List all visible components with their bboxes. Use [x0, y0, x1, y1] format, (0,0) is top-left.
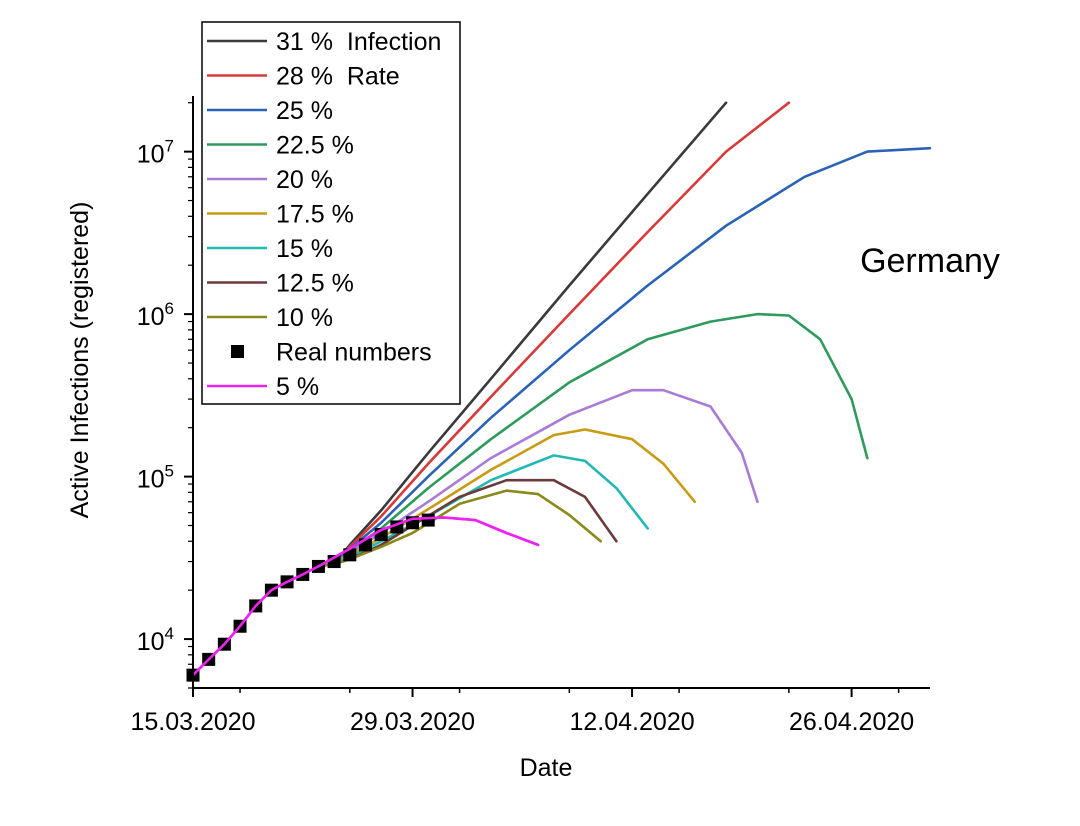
x-tick-label: 12.04.2020: [570, 708, 695, 736]
y-tick-label: 106: [137, 299, 174, 331]
data-point: [421, 513, 435, 527]
y-tick-label: 107: [137, 137, 174, 169]
y-axis-label: Active Infections (registered): [66, 202, 94, 519]
legend-marker: [231, 345, 244, 358]
legend-label: 15 %: [276, 235, 333, 263]
legend-label: 31 % Infection: [276, 28, 441, 56]
legend-label: 5 %: [276, 373, 319, 401]
chart-annotation: Germany: [860, 242, 1000, 280]
legend-label: 17.5 %: [276, 201, 354, 229]
legend-label: 20 %: [276, 166, 333, 194]
series-line-top: [191, 516, 540, 677]
legend-label: 12.5 %: [276, 270, 354, 298]
ticks-layer: 15.03.2020 29.03.2020 12.04.2020 26.04.2020…: [130, 102, 914, 736]
series-line-10: [317, 489, 602, 568]
axes-layer: [192, 96, 930, 689]
legend: 31 % Infection 28 % Rate 25 % 22.5 % 20 % 17.…: [201, 21, 461, 405]
y-tick-label: 104: [137, 624, 174, 656]
x-tick-label: 26.04.2020: [789, 708, 914, 736]
y-tick-label: 105: [137, 462, 174, 494]
legend-label: 22.5 %: [276, 132, 354, 160]
x-axis-label: Date: [520, 754, 573, 782]
legend-label: 25 %: [276, 97, 333, 125]
series-layer: [186, 101, 932, 682]
legend-label: Real numbers: [276, 339, 432, 367]
legend-label: 10 %: [276, 304, 333, 332]
x-tick-label: 15.03.2020: [130, 708, 255, 736]
x-tick-label: 29.03.2020: [350, 708, 475, 736]
legend-label: 28 % Rate: [276, 63, 400, 91]
